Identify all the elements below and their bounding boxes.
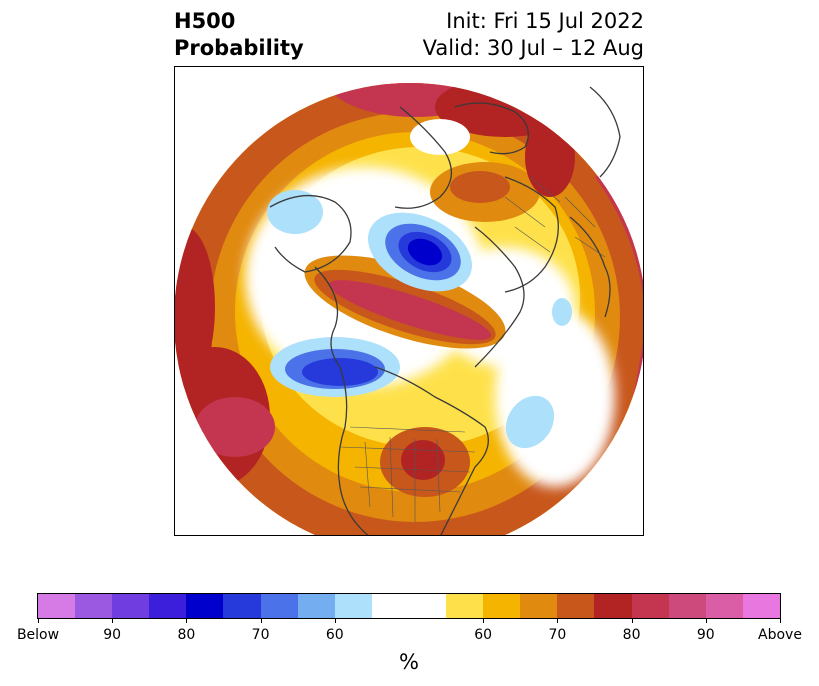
colorbar-segment <box>520 594 558 618</box>
title-product: Probability <box>174 36 304 60</box>
colorbar-tick-label: Above <box>758 627 802 643</box>
colorbar-segment <box>371 594 409 618</box>
colorbar <box>37 593 781 619</box>
colorbar-tick-label: 80 <box>177 627 196 643</box>
colorbar-tick-mark <box>557 619 559 623</box>
colorbar-segment <box>297 594 335 618</box>
colorbar-segment <box>668 594 706 618</box>
colorbar-tick-label: 90 <box>103 627 122 643</box>
colorbar-tick-mark <box>780 619 781 623</box>
colorbar-tick-mark <box>186 619 188 623</box>
colorbar-tick-label: 60 <box>474 627 493 643</box>
colorbar-segment <box>334 594 372 618</box>
init-date: Init: Fri 15 Jul 2022 <box>446 9 644 33</box>
colorbar-tick-mark <box>334 619 336 623</box>
coastlines <box>269 86 621 535</box>
colorbar-tick-label: Below <box>16 627 60 643</box>
colorbar-segment <box>594 594 632 618</box>
map-title: H500 Probability <box>174 8 304 62</box>
colorbar-segment <box>631 594 669 618</box>
colorbar-tick-label: 60 <box>325 627 344 643</box>
map-panel <box>174 66 644 536</box>
colorbar-tick-mark <box>483 619 485 623</box>
colorbar-segment <box>446 594 484 618</box>
colorbar-segment <box>38 594 76 618</box>
colorbar-tick-mark <box>112 619 114 623</box>
colorbar-tick-label: 90 <box>696 627 715 643</box>
colorbar-tick-label: 70 <box>548 627 567 643</box>
colorbar-tick-mark <box>705 619 707 623</box>
colorbar-segment <box>260 594 298 618</box>
valid-range: Valid: 30 Jul – 12 Aug <box>422 36 644 60</box>
colorbar-segment <box>705 594 743 618</box>
colorbar-tick-label: 80 <box>622 627 641 643</box>
colorbar-segment <box>223 594 261 618</box>
colorbar-segment <box>75 594 113 618</box>
map-dates: Init: Fri 15 Jul 2022 Valid: 30 Jul – 12… <box>423 8 644 62</box>
political-borders <box>339 176 606 522</box>
colorbar-unit: % <box>399 650 419 674</box>
colorbar-segment <box>483 594 521 618</box>
colorbar-segment <box>742 594 780 618</box>
colorbar-segment <box>408 594 447 618</box>
colorbar-segment <box>186 594 224 618</box>
hemisphere-disc <box>175 83 643 535</box>
colorbar-tick-mark <box>38 619 39 623</box>
colorbar-segment <box>557 594 595 618</box>
title-variable: H500 <box>174 9 236 33</box>
colorbar-segment <box>112 594 150 618</box>
colorbar-tick-mark <box>631 619 633 623</box>
colorbar-segment <box>149 594 187 618</box>
probability-map <box>175 83 643 535</box>
colorbar-tick-label: 70 <box>251 627 270 643</box>
colorbar-tick-mark <box>260 619 262 623</box>
